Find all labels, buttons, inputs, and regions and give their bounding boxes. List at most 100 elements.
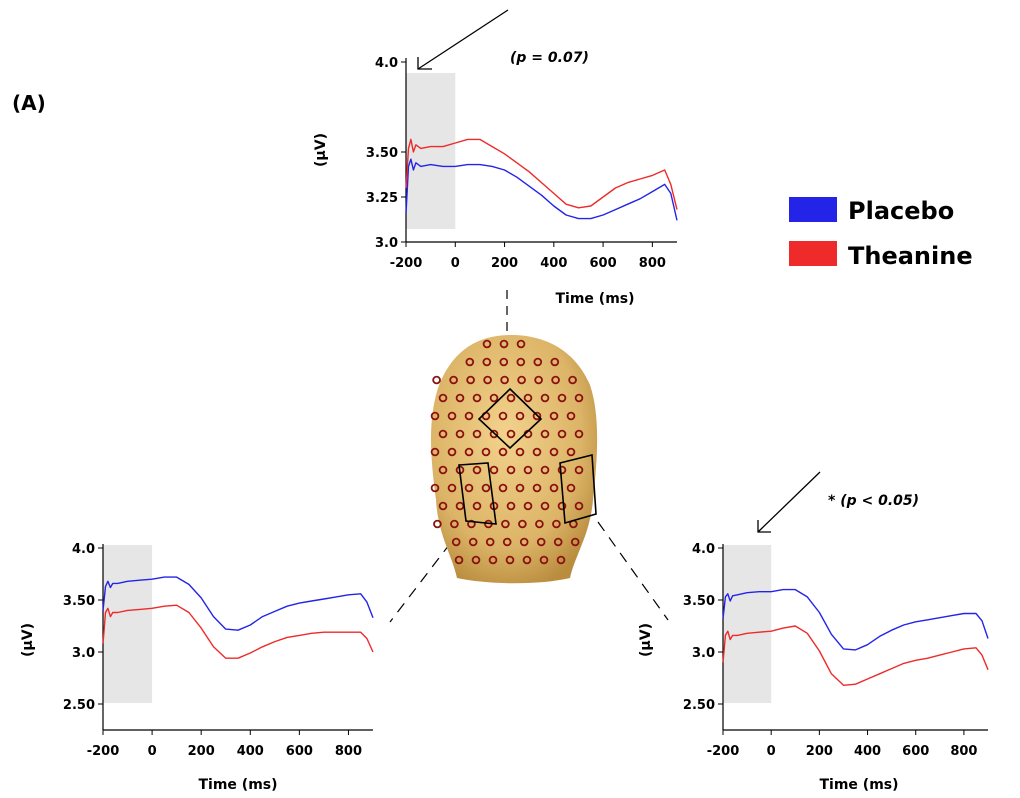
baseline-window (723, 545, 772, 703)
y-tick-label: 4.0 (375, 56, 398, 71)
electrode-icon (500, 375, 509, 385)
electrode-icon (540, 429, 550, 439)
x-tick-label: 600 (286, 744, 313, 759)
x-tick-label: 800 (639, 256, 666, 271)
electrode-icon (482, 357, 492, 367)
x-tick-label: 0 (148, 744, 157, 759)
legend-label-theanine: Theanine (848, 242, 973, 270)
y-tick-label: 3.0 (72, 646, 95, 661)
x-tick-label: 200 (491, 256, 518, 271)
y-axis-label: (μV) (20, 623, 36, 657)
chart-left: 2.50 3.0 3.50 4.0 -200 0 200 400 600 800 Time (ms)… (20, 542, 374, 793)
series-line-theanine (722, 625, 989, 686)
arrow-right (757, 471, 821, 533)
electrode-array (430, 339, 584, 565)
electrode-icon (433, 519, 442, 529)
chart-top: 3.0 3.25 3.50 4.0 -200 0 200 400 600 800 Time (ms)… (313, 50, 678, 307)
electrode-icon (515, 447, 525, 457)
electrode-icon (455, 429, 465, 439)
electrode-icon (549, 483, 559, 493)
electrode-icon (438, 501, 448, 511)
electrode-icon (557, 501, 567, 511)
y-tick-label: 2.50 (63, 698, 95, 713)
electrode-icon (552, 519, 561, 529)
electrode-icon (574, 429, 584, 439)
x-tick-label: 600 (590, 256, 617, 271)
head-model (430, 335, 598, 584)
electrode-icon (471, 555, 481, 565)
electrode-icon (506, 393, 516, 403)
electrode-icon (534, 375, 543, 385)
electrode-icon (438, 393, 448, 403)
electrode-icon (536, 537, 546, 547)
electrode-icon (566, 483, 576, 493)
electrode-icon (540, 393, 550, 403)
x-axis-label: Time (ms) (198, 777, 277, 793)
legend: Placebo Theanine (789, 197, 973, 270)
electrode-icon (533, 357, 543, 367)
y-tick-label: 2.50 (683, 698, 715, 713)
electrode-icon (532, 411, 542, 421)
electrode-icon (515, 411, 525, 421)
connector-right (597, 521, 669, 621)
electrode-icon (502, 537, 512, 547)
x-tick-label: 600 (902, 744, 929, 759)
electrode-icon (540, 501, 550, 511)
electrode-icon (489, 465, 499, 475)
chart-right: 2.50 3.0 3.50 4.0 -200 0 200 400 600 800 Time (ms)… (638, 493, 989, 793)
electrode-icon (557, 393, 567, 403)
electrode-icon (455, 393, 465, 403)
electrode-icon (451, 537, 461, 547)
y-axis-label: (μV) (313, 133, 329, 167)
electrode-icon (539, 555, 549, 565)
x-tick-label: -200 (390, 256, 423, 271)
electrode-icon (454, 555, 464, 565)
significance-annotation: (p = 0.07) (510, 50, 589, 66)
electrode-icon (532, 447, 542, 457)
x-tick-label: 200 (806, 744, 833, 759)
electrode-icon (488, 555, 498, 565)
legend-swatch-theanine (789, 241, 837, 266)
x-tick-label: 200 (188, 744, 215, 759)
electrode-icon (438, 429, 448, 439)
series-line-placebo (405, 158, 678, 221)
electrode-icon (498, 411, 508, 421)
electrode-icon (551, 375, 560, 385)
electrode-icon (489, 429, 499, 439)
electrode-icon (518, 519, 527, 529)
electrode-icon (447, 447, 457, 457)
electrode-icon (482, 339, 492, 349)
y-axis-label: (μV) (638, 623, 654, 657)
electrode-icon (505, 555, 515, 565)
y-tick-label: 3.50 (63, 594, 95, 609)
electrode-icon (498, 447, 508, 457)
electrode-icon (549, 447, 559, 457)
electrode-icon (506, 429, 516, 439)
electrode-icon (481, 483, 491, 493)
electrode-icon (556, 555, 566, 565)
electrode-icon (549, 411, 559, 421)
electrode-icon (574, 393, 584, 403)
y-tick-label: 4.0 (72, 542, 95, 557)
roi-left (458, 462, 497, 525)
series-line-theanine (405, 138, 678, 210)
electrode-icon (464, 447, 474, 457)
electrode-icon (540, 465, 550, 475)
electrode-icon (432, 375, 441, 385)
electrode-icon (447, 483, 457, 493)
electrode-icon (566, 447, 576, 457)
x-tick-label: -200 (707, 744, 740, 759)
x-tick-label: 400 (540, 256, 567, 271)
electrode-icon (499, 357, 509, 367)
roi-right (559, 453, 597, 525)
x-tick-label: 0 (451, 256, 460, 271)
electrode-icon (472, 465, 482, 475)
electrode-icon (517, 375, 526, 385)
electrode-icon (553, 537, 563, 547)
electrode-icon (568, 375, 577, 385)
y-tick-label: 3.50 (683, 594, 715, 609)
arrow-top (417, 9, 509, 70)
y-tick-label: 3.25 (366, 191, 398, 206)
electrode-icon (523, 393, 533, 403)
x-axis-label: Time (ms) (819, 777, 898, 793)
